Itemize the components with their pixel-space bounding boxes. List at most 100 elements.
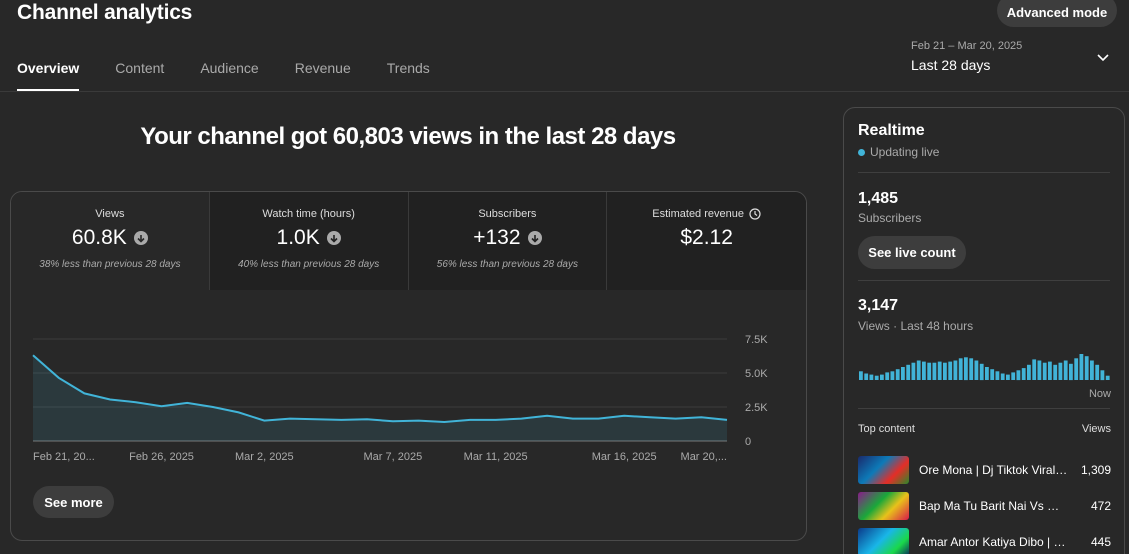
realtime-bar[interactable] (1058, 362, 1063, 380)
realtime-bar[interactable] (1069, 363, 1073, 381)
views-data-point[interactable] (27, 349, 39, 361)
realtime-bar[interactable] (864, 373, 869, 381)
realtime-bar[interactable] (943, 362, 947, 380)
views-data-point[interactable] (387, 415, 399, 427)
realtime-bar[interactable] (932, 362, 937, 380)
views-data-point[interactable] (438, 416, 450, 428)
views-data-point[interactable] (541, 410, 553, 422)
realtime-bar[interactable] (1053, 364, 1058, 380)
views-data-point[interactable] (670, 413, 682, 425)
chevron-down-icon[interactable] (1097, 54, 1109, 62)
realtime-bar[interactable] (985, 367, 989, 380)
metric-views[interactable]: Views 60.8K 38% less than previous 28 da… (11, 192, 210, 290)
realtime-bar[interactable] (1032, 359, 1037, 380)
top-content-item[interactable]: Ore Mona | Dj Tiktok Viral Bangla Song 1… (858, 456, 1111, 484)
realtime-bar[interactable] (1074, 358, 1079, 380)
realtime-bar[interactable] (922, 361, 926, 380)
realtime-bar[interactable] (1021, 368, 1026, 380)
realtime-bar[interactable] (1048, 361, 1052, 380)
views-data-point[interactable] (515, 413, 527, 425)
realtime-bar[interactable] (927, 362, 932, 380)
realtime-bar[interactable] (937, 361, 942, 380)
realtime-bar[interactable] (880, 374, 884, 380)
views-data-point[interactable] (181, 397, 193, 409)
views-data-point[interactable] (413, 415, 425, 427)
realtime-bar[interactable] (874, 375, 879, 380)
metric-revenue[interactable]: Estimated revenue $2.12 (607, 192, 806, 290)
metric-subscribers[interactable]: Subscribers +132 56% less than previous … (408, 192, 608, 290)
realtime-bar[interactable] (969, 358, 974, 380)
views-data-point[interactable] (78, 387, 90, 399)
date-range-picker[interactable]: Feb 21 – Mar 20, 2025 Last 28 days (911, 40, 1022, 73)
realtime-bar[interactable] (1105, 375, 1110, 380)
realtime-bar[interactable] (990, 369, 995, 380)
x-tick-label: Mar 11, 2025 (464, 451, 528, 463)
see-live-count-button[interactable]: See live count (858, 236, 966, 269)
realtime-bar[interactable] (953, 360, 958, 381)
realtime-bar[interactable] (916, 360, 921, 381)
views-data-point[interactable] (233, 406, 245, 418)
views-data-point[interactable] (618, 410, 630, 422)
views-data-point[interactable] (104, 394, 116, 406)
realtime-bar[interactable] (1011, 372, 1016, 380)
realtime-bar[interactable] (901, 367, 905, 380)
realtime-bar[interactable] (1000, 373, 1005, 381)
realtime-bar[interactable] (906, 364, 911, 380)
tab-revenue[interactable]: Revenue (294, 60, 351, 76)
realtime-bar[interactable] (1090, 360, 1094, 381)
realtime-bar[interactable] (1079, 354, 1084, 380)
advanced-mode-button[interactable]: Advanced mode (997, 0, 1117, 27)
views-data-point[interactable] (490, 414, 502, 426)
realtime-bar[interactable] (869, 374, 874, 380)
views-data-point[interactable] (258, 415, 270, 427)
views-data-point[interactable] (53, 372, 65, 384)
realtime-bar[interactable] (1027, 364, 1031, 380)
views-data-point[interactable] (130, 396, 142, 408)
realtime-bar[interactable] (890, 371, 895, 380)
realtime-bar[interactable] (995, 371, 1000, 380)
realtime-bar[interactable] (979, 363, 984, 381)
tab-trends[interactable]: Trends (386, 60, 430, 76)
views-data-point[interactable] (207, 401, 219, 413)
date-range-label: Last 28 days (911, 57, 991, 73)
realtime-bar[interactable] (1042, 362, 1047, 380)
views-data-point[interactable] (361, 413, 373, 425)
metric-watch-time[interactable]: Watch time (hours) 1.0K 40% less than pr… (209, 192, 409, 290)
top-content-item[interactable]: Bap Ma Tu Barit Nai Vs Mon Dj Remix 472 (858, 492, 1111, 520)
realtime-bar[interactable] (974, 360, 979, 381)
realtime-bar[interactable] (948, 361, 953, 380)
tab-audience[interactable]: Audience (200, 60, 259, 76)
views-data-point[interactable] (335, 414, 347, 426)
realtime-bar[interactable] (1063, 360, 1068, 381)
realtime-views-label: Views · Last 48 hours (858, 319, 974, 333)
views-series-line (32, 354, 728, 424)
tab-overview[interactable]: Overview (17, 60, 80, 91)
realtime-bar[interactable] (1016, 370, 1021, 381)
views-data-point[interactable] (695, 411, 707, 423)
now-label: Now (1088, 388, 1111, 400)
tab-content[interactable]: Content (115, 60, 165, 76)
video-title: Ore Mona | Dj Tiktok Viral Bangla Song (919, 463, 1069, 477)
realtime-bar[interactable] (1095, 364, 1100, 380)
realtime-bar[interactable] (895, 369, 900, 380)
top-content-item[interactable]: Amar Antor Katiya Dibo | Dj Remix 445 (858, 528, 1111, 554)
realtime-bar[interactable] (958, 358, 963, 380)
views-data-point[interactable] (464, 414, 476, 426)
realtime-bar[interactable] (1037, 360, 1042, 381)
views-data-point[interactable] (592, 413, 604, 425)
views-data-point[interactable] (284, 413, 296, 425)
realtime-bar[interactable] (911, 362, 916, 380)
views-data-point[interactable] (310, 413, 322, 425)
views-data-point[interactable] (156, 400, 168, 412)
y-tick-label: 7.5K (745, 334, 768, 346)
realtime-bar[interactable] (859, 371, 863, 380)
realtime-bar[interactable] (1100, 370, 1105, 381)
views-data-point[interactable] (644, 411, 656, 423)
realtime-bar[interactable] (964, 357, 968, 381)
realtime-bar[interactable] (1084, 356, 1089, 380)
views-data-point[interactable] (567, 413, 579, 425)
realtime-bar[interactable] (1006, 374, 1010, 380)
views-data-point[interactable] (721, 414, 733, 426)
realtime-bar[interactable] (885, 372, 890, 380)
see-more-button[interactable]: See more (33, 486, 114, 518)
